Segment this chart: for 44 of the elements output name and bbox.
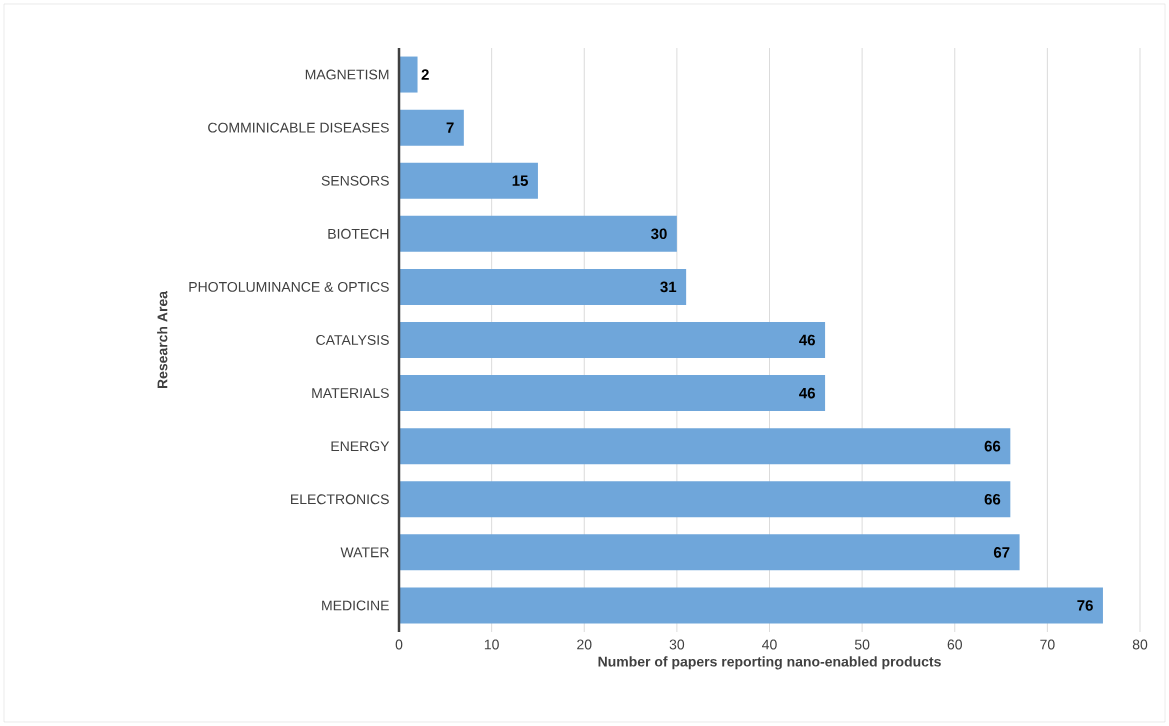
bar <box>399 375 826 412</box>
data-label: 76 <box>1077 600 1093 611</box>
y-tick-label: ENERGY <box>331 441 390 452</box>
data-label: 46 <box>799 387 815 399</box>
data-label: 30 <box>651 228 667 240</box>
x-tick-label: 50 <box>854 639 870 650</box>
y-tick-label: CATALYSIS <box>316 335 389 345</box>
x-tick-label: 0 <box>395 639 403 650</box>
x-tick-label: 70 <box>1040 639 1055 650</box>
data-label: 66 <box>984 440 1001 452</box>
bar <box>399 268 687 305</box>
y-tick-label: MEDICINE <box>322 600 389 611</box>
x-tick-label: 60 <box>947 639 962 650</box>
bar <box>399 587 1103 624</box>
bar <box>399 428 1011 465</box>
y-tick-label: COMMINICABLE DISEASES <box>208 122 389 133</box>
bar <box>399 215 677 252</box>
y-tick-label: BIOTECH <box>328 228 389 239</box>
data-label: 31 <box>660 281 677 293</box>
y-tick-label: ELECTRONICS <box>291 494 389 505</box>
y-tick-label: WATER <box>340 547 389 558</box>
data-label: 66 <box>984 493 1001 505</box>
data-label: 15 <box>512 175 528 186</box>
y-tick-label: PHOTOLUMINANCE & OPTICS <box>189 281 389 292</box>
data-label: 2 <box>421 69 429 80</box>
bar <box>399 109 464 146</box>
y-axis-title: Research Area <box>157 290 168 389</box>
x-tick-label: 30 <box>669 639 685 650</box>
x-axis-title: Number of papers reporting nano-enabled products <box>598 656 941 670</box>
data-label: 7 <box>446 122 454 133</box>
x-tick-label: 10 <box>484 639 499 650</box>
x-tick-label: 40 <box>762 639 777 650</box>
y-tick-label: MAGNETISM <box>305 69 389 80</box>
bar <box>399 162 538 199</box>
x-tick-label: 20 <box>577 639 592 650</box>
y-tick-label: SENSORS <box>321 175 389 186</box>
data-label: 46 <box>799 334 815 346</box>
bar <box>399 534 1020 571</box>
bar <box>399 56 418 93</box>
data-label: 67 <box>993 547 1010 558</box>
bar <box>399 322 826 358</box>
y-tick-label: MATERIALS <box>312 388 389 399</box>
x-tick-label: 80 <box>1132 639 1148 650</box>
bar <box>399 481 1011 518</box>
